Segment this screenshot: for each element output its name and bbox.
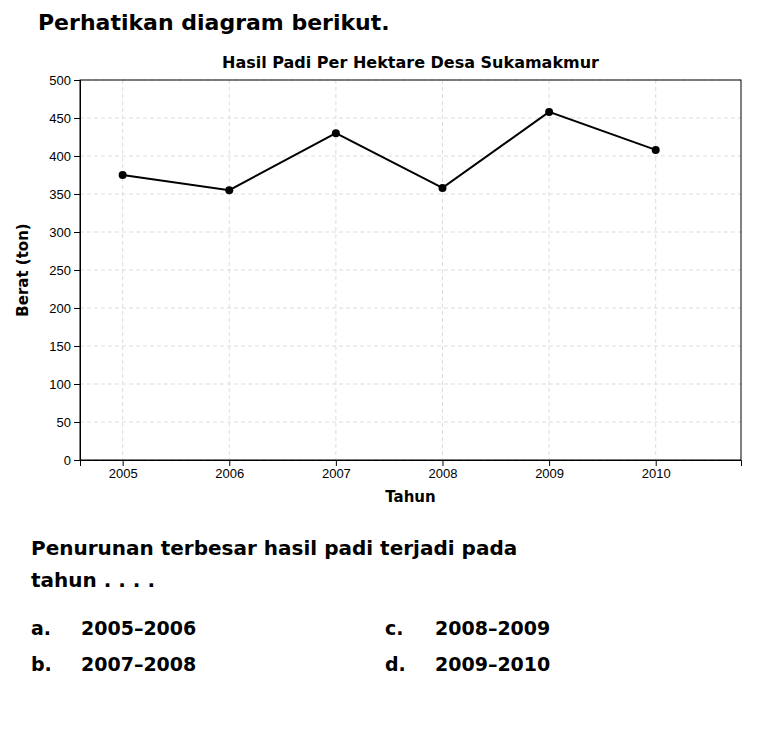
series [119,108,660,194]
point [438,184,446,192]
tick: 0 [64,453,80,468]
tick-mark [74,194,80,195]
grid-line-y [80,384,741,385]
grid-line-y [80,422,741,423]
option-label: c. [385,617,403,639]
tick-mark [123,460,124,466]
tick-mark [656,460,657,466]
option-text: 2007–2008 [81,653,196,675]
tick-label: 0 [64,453,71,468]
tick-label: 2007 [322,466,351,481]
question-text: Penurunan terbesar hasil padi terjadi pa… [31,536,517,560]
figure: Perhatikan diagram berikut. Hasil Padi Pe… [0,0,771,747]
tick-mark [74,346,80,347]
tick: 2010 [642,460,671,481]
tick-label: 2008 [429,466,458,481]
plot-frame [80,80,741,460]
tick-mark [336,460,337,466]
heading: Perhatikan diagram berikut. [38,10,390,35]
point [332,129,340,137]
y-axis-title: Berat (ton) [14,223,32,316]
tick-label: 350 [49,187,71,202]
axis-line [81,461,742,467]
y-axis: 0 50 100 150 200 250 300 350 400 450 500 [49,73,80,468]
tick-mark [74,270,80,271]
tick-mark [74,384,80,385]
grid-line-y [80,308,741,309]
tick-mark [442,460,443,466]
tick-label: 2006 [215,466,244,481]
grid-line-y [80,232,741,233]
tick-mark [74,80,80,81]
tick-label: 100 [49,377,71,392]
option-label: b. [31,653,52,675]
tick: 500 [49,73,80,88]
line [123,112,656,190]
tick-label: 450 [49,111,71,126]
tick-mark [74,156,80,157]
tick-mark [74,118,80,119]
option-label: a. [31,617,51,639]
option-text: 2009–2010 [435,653,550,675]
grid-line-y [80,156,741,157]
grid-line-y [80,270,741,271]
option-text: 2005–2006 [81,617,196,639]
tick-mark [74,422,80,423]
tick: 250 [49,263,80,278]
tick: 450 [49,111,80,126]
grid-line-x [229,80,230,460]
tick: 150 [49,339,80,354]
grid-line-x [655,80,656,460]
tick-label: 2010 [642,466,671,481]
grid-line-x [442,80,443,460]
chart-title: Hasil Padi Per Hektare Desa Sukamakmur [222,53,599,72]
question-text: tahun . . . . [31,568,155,592]
tick-mark [229,460,230,466]
x-axis: 2005 2006 2007 2008 2009 2010 [81,460,742,481]
plot: Hasil Padi Per Hektare Desa Sukamakmur 20… [14,53,742,506]
point [119,171,127,179]
tick-mark [74,460,80,461]
tick-label: 150 [49,339,71,354]
tick: 300 [49,225,80,240]
tick-label: 200 [49,301,71,316]
tick-label: 250 [49,263,71,278]
tick-label: 500 [49,73,71,88]
tick: 100 [49,377,80,392]
grid [80,80,741,460]
tick: 2005 [109,460,138,481]
tick-label: 50 [57,415,71,430]
option-label: d. [385,653,406,675]
grid-line-x [549,80,550,460]
tick-label: 2005 [109,466,138,481]
point [652,146,660,154]
option-text: 2008–2009 [435,617,550,639]
tick-mark [74,308,80,309]
tick: 2007 [322,460,351,481]
tick: 2009 [535,460,564,481]
x-axis-title: Tahun [385,488,435,506]
tick: 400 [49,149,80,164]
grid-line-y [80,118,741,119]
tick: 350 [49,187,80,202]
tick: 50 [57,415,80,430]
tick-mark [549,460,550,466]
grid-line-y [80,346,741,347]
tick-label: 2009 [535,466,564,481]
tick: 2006 [215,460,244,481]
tick: 2008 [429,460,458,481]
tick-label: 300 [49,225,71,240]
grid-line-y [80,194,741,195]
grid-line-x [122,80,123,460]
tick-label: 400 [49,149,71,164]
tick: 200 [49,301,80,316]
point [545,108,553,116]
tick-mark [74,232,80,233]
axis-line [74,81,81,461]
point [225,186,233,194]
